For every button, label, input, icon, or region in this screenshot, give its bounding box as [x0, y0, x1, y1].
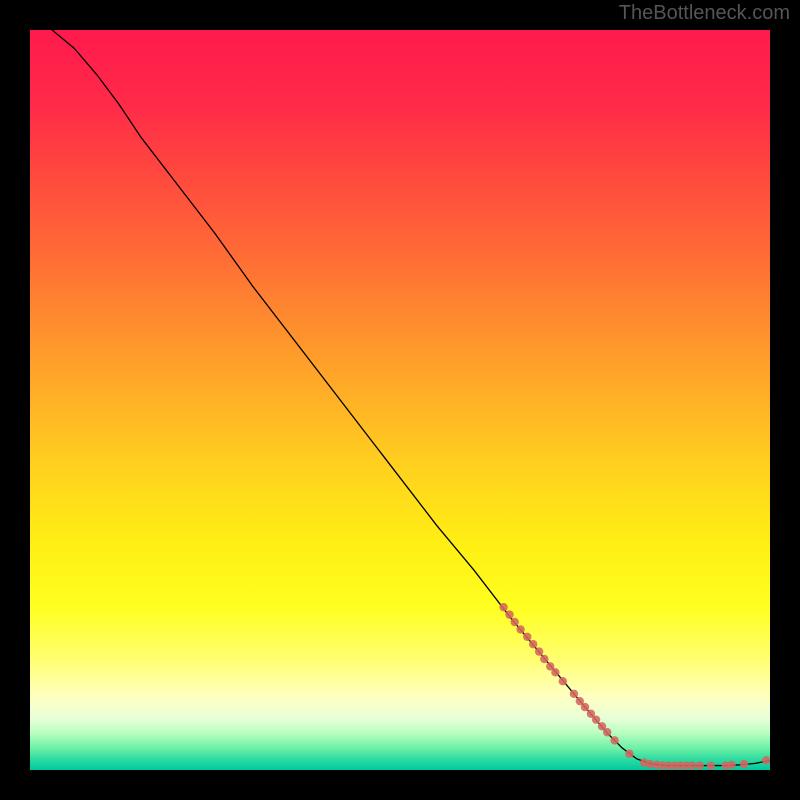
plot-area — [30, 30, 770, 770]
data-marker — [610, 736, 618, 744]
data-marker — [535, 647, 543, 655]
data-marker — [592, 715, 600, 723]
data-marker — [603, 728, 611, 736]
data-marker — [625, 750, 633, 758]
watermark-text: TheBottleneck.com — [619, 2, 790, 25]
data-marker — [581, 703, 589, 711]
chart-svg — [30, 30, 770, 770]
data-marker — [727, 761, 735, 769]
gradient-background — [30, 30, 770, 770]
chart-container: TheBottleneck.com — [0, 0, 800, 800]
data-marker — [523, 633, 531, 641]
data-marker — [499, 603, 507, 611]
data-marker — [511, 618, 519, 626]
data-marker — [505, 610, 513, 618]
data-marker — [688, 761, 696, 769]
data-marker — [559, 677, 567, 685]
data-marker — [540, 655, 548, 663]
data-marker — [551, 668, 559, 676]
data-marker — [570, 690, 578, 698]
data-marker — [707, 761, 715, 769]
data-marker — [696, 761, 704, 769]
data-marker — [529, 640, 537, 648]
data-marker — [740, 760, 748, 768]
data-marker — [516, 625, 524, 633]
